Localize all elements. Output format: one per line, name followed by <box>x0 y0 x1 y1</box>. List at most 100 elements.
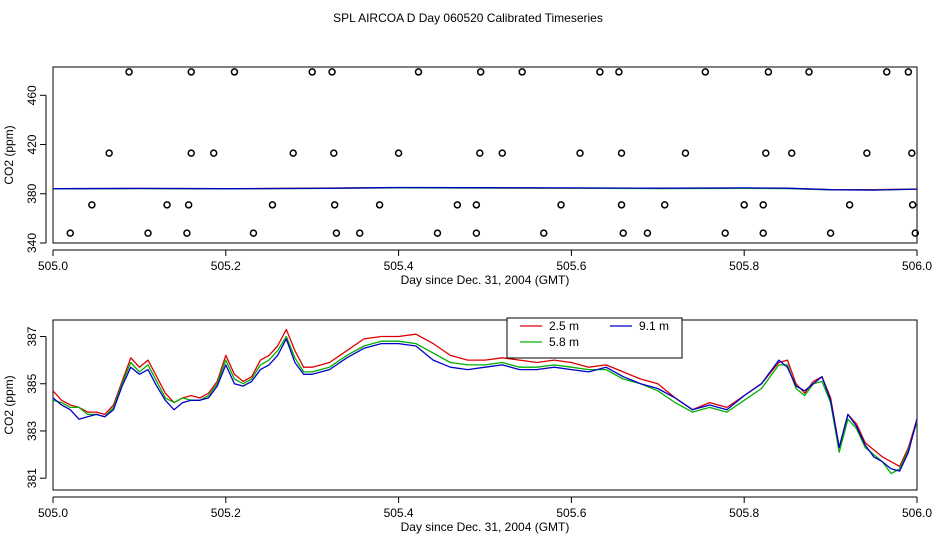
x-axis-label: Day since Dec. 31, 2004 (GMT) <box>401 520 570 534</box>
x-tick-label: 505.6 <box>556 259 586 273</box>
legend-label: 2.5 m <box>549 319 579 333</box>
data-point <box>826 229 835 237</box>
data-point <box>908 201 917 209</box>
data-point <box>845 201 854 209</box>
x-tick-label: 506.0 <box>902 259 932 273</box>
x-tick-label: 505.0 <box>38 259 68 273</box>
data-point <box>476 68 485 76</box>
data-point <box>453 201 462 209</box>
series-line-2-5-m <box>52 328 918 468</box>
x-tick-label: 505.2 <box>211 506 241 520</box>
data-point <box>414 68 423 76</box>
data-point <box>332 229 341 237</box>
y-tick-label: 387 <box>25 326 39 346</box>
data-point <box>617 201 626 209</box>
data-point <box>615 68 623 76</box>
x-tick-label: 505.0 <box>38 506 68 520</box>
data-point <box>209 149 218 157</box>
x-tick-label: 505.4 <box>384 259 414 273</box>
y-tick-label: 340 <box>25 233 39 253</box>
data-point <box>184 201 193 209</box>
data-point <box>66 229 75 237</box>
y-tick-label: 381 <box>25 468 39 488</box>
data-point <box>355 229 364 237</box>
top-panel: 505.0 505.2 505.4 505.6 505.8 506.0 Day since … <box>2 66 932 287</box>
data-point <box>681 149 690 157</box>
data-point <box>787 149 796 157</box>
legend-label: 5.8 m <box>549 335 579 349</box>
data-point <box>660 201 669 209</box>
x-tick-label: 505.2 <box>211 259 241 273</box>
data-point <box>764 68 773 76</box>
y-axis-label: CO2 (ppm) <box>2 375 16 434</box>
data-point <box>619 229 627 237</box>
data-point <box>187 149 195 157</box>
figure-title: SPL AIRCOA D Day 060520 Calibrated Times… <box>333 11 603 25</box>
series-line-9-1-m <box>52 338 918 472</box>
data-point <box>308 68 316 76</box>
data-point <box>883 68 891 76</box>
data-point <box>557 201 565 209</box>
series-line-9-1-m <box>52 186 918 191</box>
y-tick-label: 385 <box>25 373 39 393</box>
data-point <box>125 68 133 76</box>
data-point <box>762 149 770 157</box>
data-point <box>88 201 96 209</box>
x-axis-label: Day since Dec. 31, 2004 (GMT) <box>401 273 570 287</box>
data-point <box>289 149 297 157</box>
x-tick-label: 505.8 <box>729 506 759 520</box>
data-point <box>805 68 813 76</box>
data-point <box>472 201 481 209</box>
legend-label: 9.1 m <box>639 319 669 333</box>
series-line-5-8-m <box>52 335 918 475</box>
data-point <box>249 229 258 237</box>
data-point <box>617 149 626 157</box>
data-point <box>394 149 403 157</box>
x-tick-label: 505.8 <box>729 259 759 273</box>
data-point <box>759 201 767 209</box>
data-point <box>144 229 152 237</box>
data-point <box>328 68 336 76</box>
data-point <box>596 68 604 76</box>
data-point <box>721 229 729 237</box>
y-tick-label: 380 <box>25 183 39 203</box>
plot-frame <box>52 66 918 244</box>
data-point <box>476 149 484 157</box>
data-point <box>330 201 339 209</box>
data-point <box>701 68 710 76</box>
data-point <box>498 149 507 157</box>
data-point <box>740 201 748 209</box>
data-point <box>472 229 481 237</box>
data-point <box>163 201 171 209</box>
data-point <box>105 149 113 157</box>
data-point <box>230 68 239 76</box>
legend-box <box>506 317 683 359</box>
data-point <box>904 68 913 76</box>
data-point <box>576 149 584 157</box>
bottom-panel: 505.0 505.2 505.4 505.6 505.8 506.0 Day since … <box>2 317 932 534</box>
data-point <box>268 201 277 209</box>
y-tick-label: 420 <box>25 134 39 154</box>
data-point <box>187 68 195 76</box>
data-point <box>518 68 526 76</box>
data-point <box>908 149 916 157</box>
x-tick-label: 505.6 <box>556 506 586 520</box>
y-tick-label: 460 <box>25 85 39 105</box>
data-point <box>643 229 652 237</box>
data-point <box>183 229 191 237</box>
data-point <box>540 229 548 237</box>
y-axis-label: CO2 (ppm) <box>2 125 16 184</box>
data-point <box>433 229 442 237</box>
data-point <box>759 229 767 237</box>
plot-frame <box>52 319 918 491</box>
data-point <box>911 229 920 237</box>
x-tick-label: 506.0 <box>902 506 932 520</box>
legend: 2.5 m 9.1 m 5.8 m <box>506 317 683 359</box>
data-point <box>330 149 338 157</box>
data-point <box>375 201 384 209</box>
x-tick-label: 505.4 <box>384 506 414 520</box>
y-tick-label: 383 <box>25 421 39 441</box>
data-point <box>863 149 871 157</box>
